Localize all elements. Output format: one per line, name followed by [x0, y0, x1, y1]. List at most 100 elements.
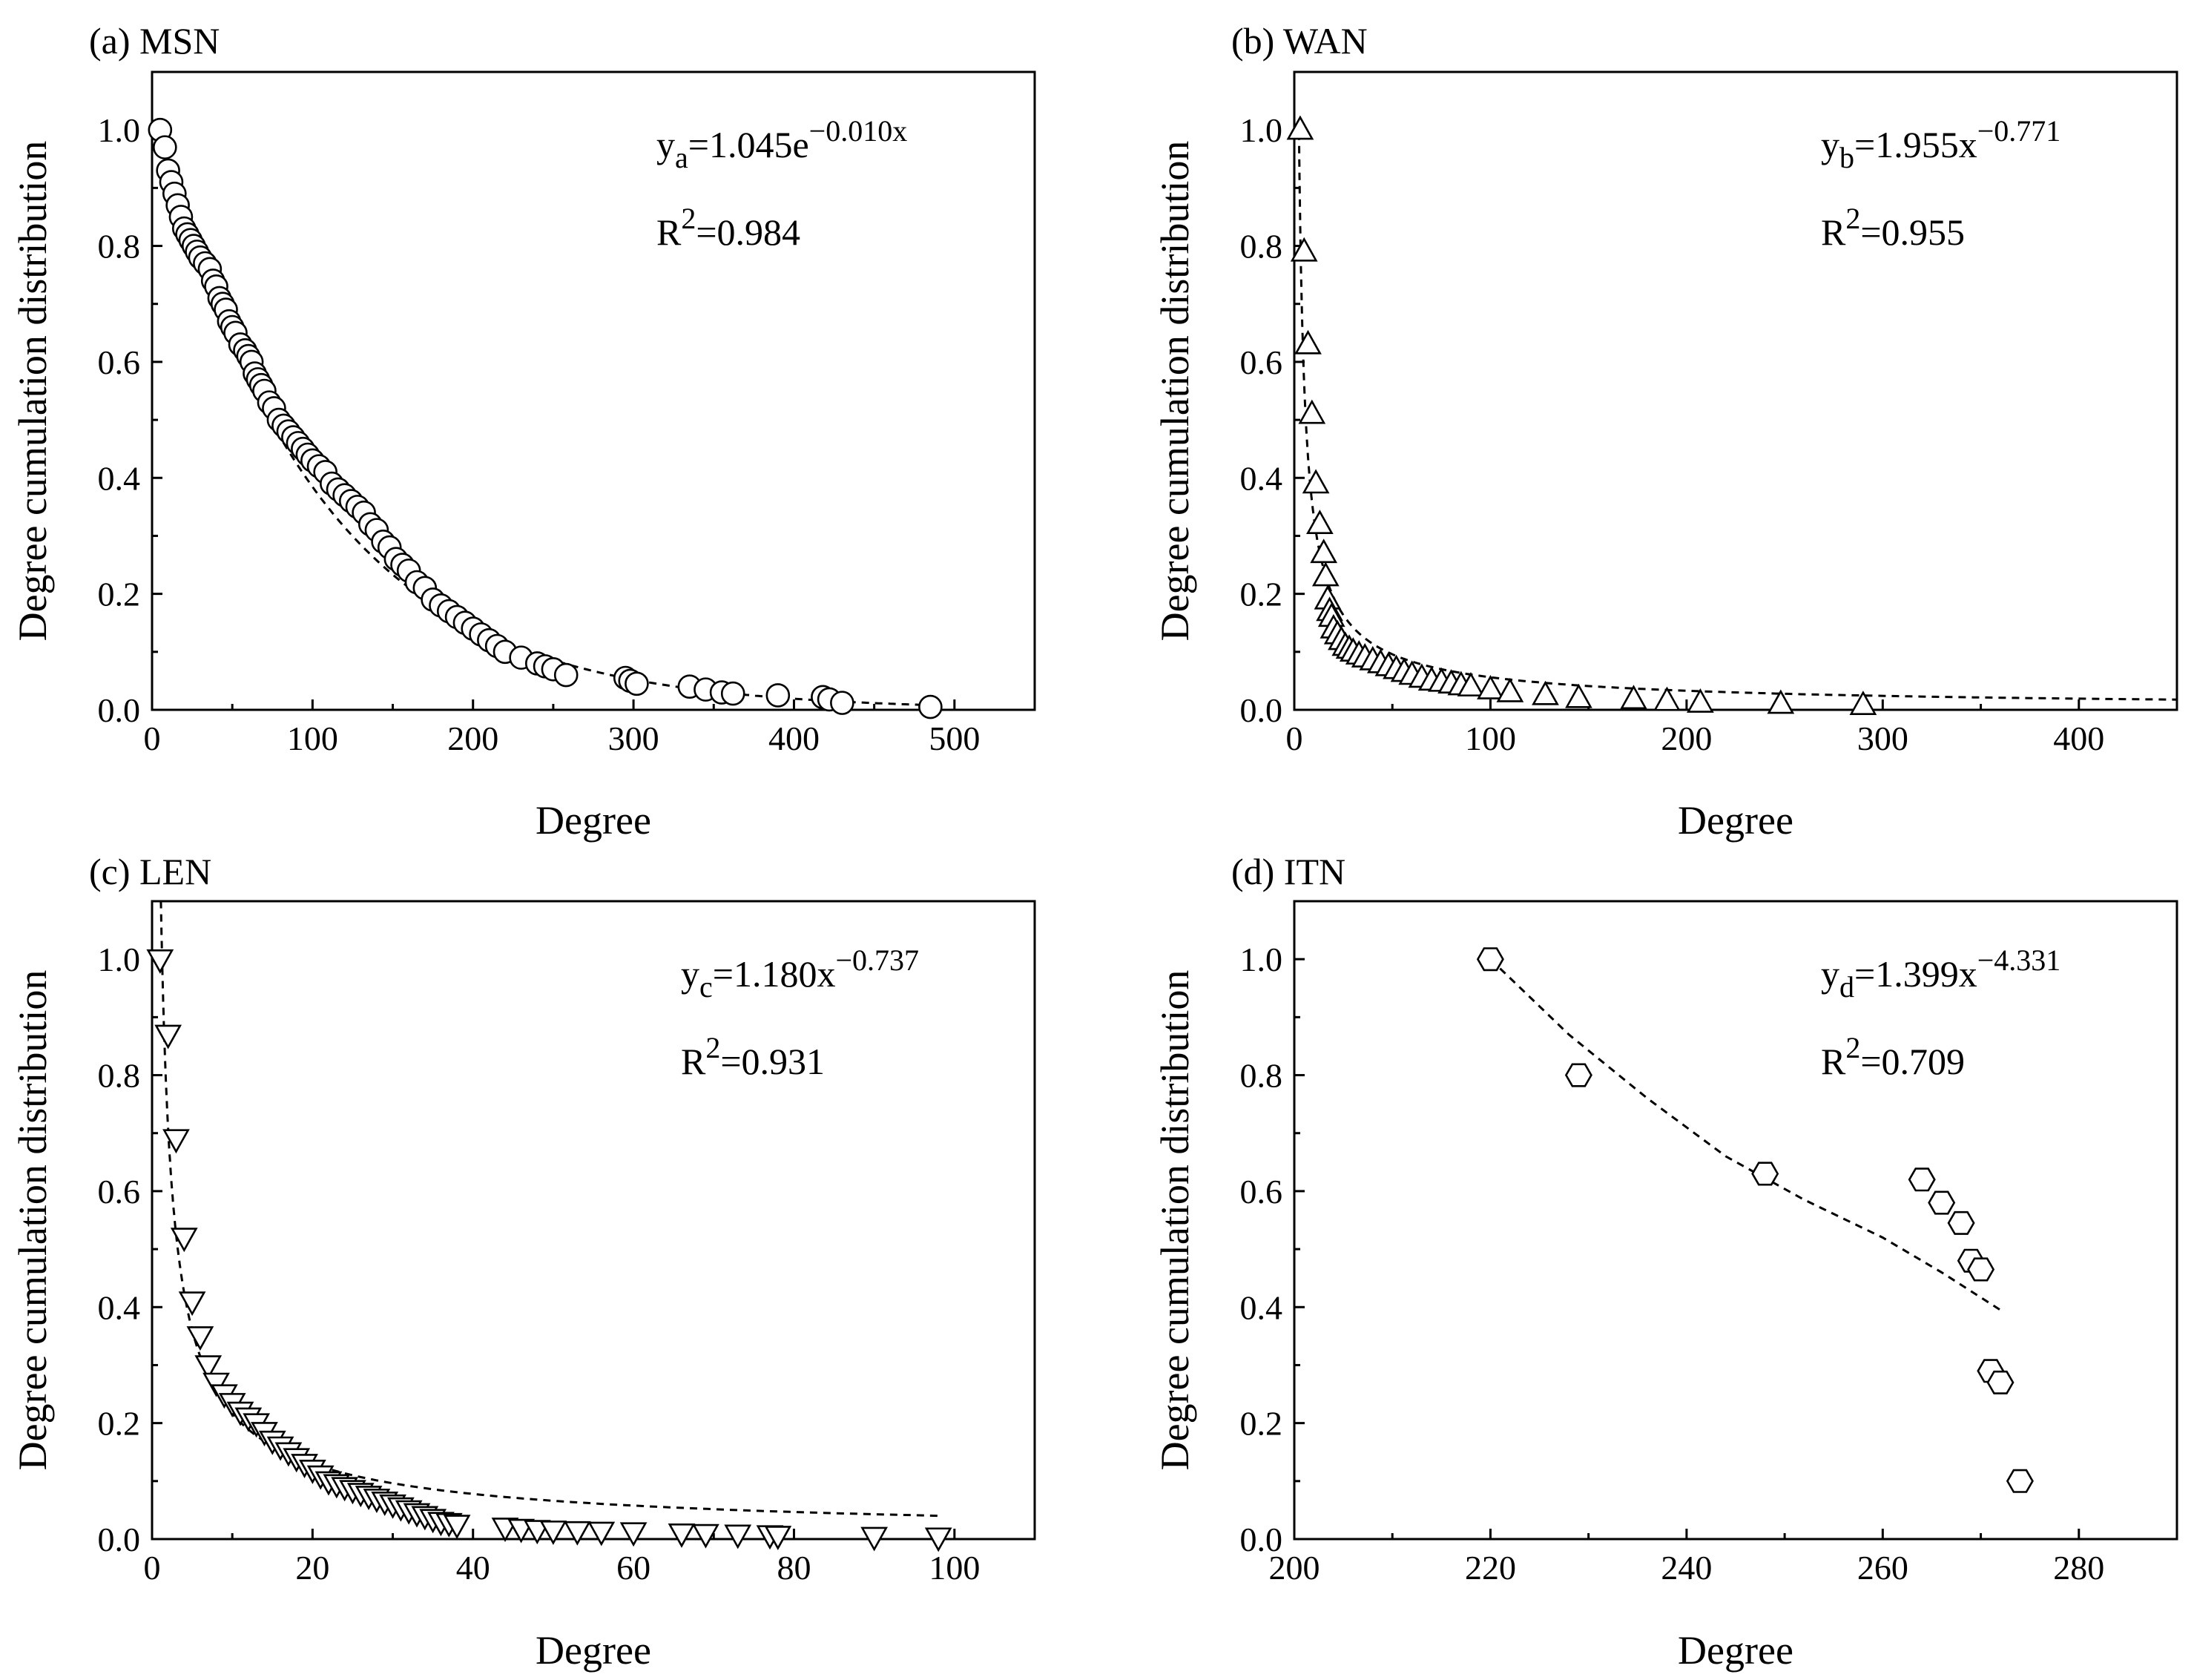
y-tick-label: 0.6 — [1240, 1173, 1283, 1210]
y-tick-label: 0.2 — [1240, 1405, 1283, 1443]
x-tick-label: 260 — [1857, 1549, 1908, 1587]
data-point — [539, 1521, 567, 1545]
data-point — [153, 135, 177, 159]
data-point — [1947, 1210, 1975, 1235]
x-tick-label: 0 — [1286, 719, 1303, 757]
x-tick-label: 300 — [608, 719, 659, 757]
y-tick-label: 0.6 — [98, 343, 141, 381]
x-tick-label: 0 — [144, 1549, 161, 1587]
data-point — [2006, 1469, 2034, 1493]
data-point — [154, 1024, 182, 1050]
y-tick-label: 0.2 — [1240, 576, 1283, 613]
data-point — [1302, 469, 1330, 494]
r-squared: R2=0.931 — [681, 1031, 825, 1082]
panel-title: (d) ITN — [1231, 851, 1345, 892]
data-point — [619, 1522, 648, 1547]
data-point — [1477, 674, 1504, 699]
y-tick-label: 0.0 — [98, 1521, 141, 1558]
data-point — [1532, 680, 1559, 705]
y-tick-label: 0.8 — [98, 228, 141, 266]
panel-title: (b) WAN — [1231, 20, 1368, 62]
data-point — [1496, 677, 1524, 702]
y-tick-label: 0.6 — [98, 1173, 141, 1210]
x-tick-label: 280 — [2053, 1549, 2104, 1587]
data-point — [1310, 538, 1338, 564]
x-axis-label: Degree — [536, 1628, 651, 1673]
data-point — [186, 1326, 214, 1351]
x-axis-label: Degree — [536, 798, 651, 843]
data-point — [1294, 329, 1322, 355]
panel-title: (c) LEN — [89, 851, 211, 892]
x-tick-label: 20 — [295, 1549, 329, 1587]
data-point — [587, 1521, 616, 1546]
data-point — [1298, 399, 1326, 424]
data-point — [668, 1523, 696, 1548]
y-axis-label: Degree cumulation distribution — [1153, 141, 1197, 642]
y-tick-label: 0.2 — [98, 576, 141, 613]
data-point — [1653, 686, 1681, 711]
x-tick-label: 200 — [447, 719, 498, 757]
x-tick-label: 0 — [144, 719, 161, 757]
data-point — [146, 949, 174, 974]
x-tick-label: 100 — [929, 1549, 980, 1587]
fit-equation: yd=1.399x−4.331 — [1821, 943, 2060, 1004]
data-point — [1565, 683, 1592, 708]
data-point — [1986, 1370, 2015, 1394]
data-point — [1457, 672, 1485, 696]
data-point — [1306, 510, 1334, 535]
data-point — [720, 681, 745, 706]
plot-frame — [151, 70, 1036, 711]
x-tick-label: 300 — [1857, 719, 1908, 757]
data-point — [1286, 115, 1314, 140]
data-point — [1928, 1190, 1956, 1215]
x-tick-label: 200 — [1269, 1549, 1320, 1587]
y-tick-label: 0.8 — [1240, 1057, 1283, 1095]
y-axis-label: Degree cumulation distribution — [10, 141, 55, 642]
data-point — [1967, 1257, 1995, 1282]
data-point — [170, 1228, 198, 1253]
r-squared: R2=0.709 — [1821, 1031, 1965, 1082]
y-tick-label: 0.8 — [1240, 228, 1283, 266]
data-point — [764, 1526, 792, 1550]
y-tick-label: 0.8 — [98, 1057, 141, 1095]
panel-a-msn: (a) MSN Degree Degree cumulation distrib… — [10, 20, 1036, 843]
fit-equation: yb=1.955x−0.771 — [1821, 114, 2060, 174]
fit-curve — [159, 133, 923, 706]
data-point — [765, 683, 791, 708]
data-point — [1620, 685, 1647, 710]
data-point — [194, 1355, 223, 1380]
fit-equation: yc=1.180x−0.737 — [681, 943, 919, 1004]
data-point — [1849, 691, 1877, 715]
data-point — [1564, 1063, 1592, 1087]
data-point — [924, 1527, 952, 1552]
data-point — [1751, 1162, 1779, 1186]
x-tick-label: 220 — [1465, 1549, 1516, 1587]
y-tick-label: 0.4 — [98, 459, 141, 497]
data-point — [553, 662, 579, 688]
x-axis-label: Degree — [1678, 798, 1793, 843]
data-point — [443, 1515, 471, 1540]
r-squared: R2=0.955 — [1821, 202, 1965, 253]
data-point — [563, 1521, 591, 1546]
plot-frame — [1293, 900, 2178, 1541]
panel-title: (a) MSN — [89, 20, 220, 62]
y-tick-label: 0.0 — [1240, 691, 1283, 729]
data-point — [178, 1291, 206, 1317]
plot-frame — [1293, 70, 2178, 711]
x-axis-label: Degree — [1678, 1628, 1793, 1673]
y-tick-label: 0.0 — [98, 691, 141, 729]
data-point — [692, 1523, 719, 1549]
y-tick-label: 1.0 — [1240, 111, 1283, 149]
panel-c-len: (c) LEN Degree Degree cumulation distrib… — [10, 851, 1036, 1673]
data-point — [1476, 947, 1504, 972]
data-point — [830, 691, 854, 715]
y-tick-label: 0.6 — [1240, 343, 1283, 381]
y-tick-label: 0.4 — [1240, 1288, 1283, 1326]
data-point — [918, 694, 943, 719]
data-point — [1687, 688, 1714, 713]
x-tick-label: 400 — [768, 719, 820, 757]
fit-equation: ya=1.045e−0.010x — [656, 114, 907, 174]
data-point — [162, 1129, 190, 1154]
data-point — [1908, 1167, 1936, 1192]
